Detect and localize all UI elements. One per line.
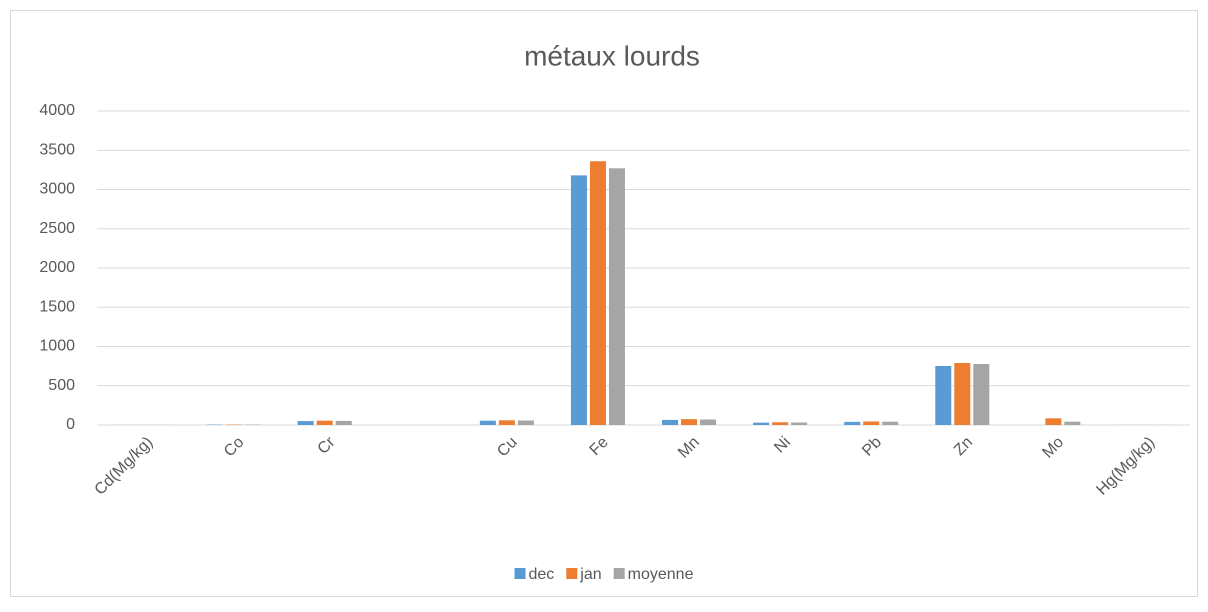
bar <box>1064 422 1080 425</box>
bar <box>863 421 879 425</box>
y-tick-label: 1500 <box>39 298 75 315</box>
bar <box>753 423 769 425</box>
bar <box>499 420 515 425</box>
bar <box>662 420 678 425</box>
bar <box>609 168 625 425</box>
bar <box>954 363 970 425</box>
legend-label: dec <box>529 566 555 583</box>
legend-label: jan <box>579 566 601 583</box>
bar <box>772 422 788 425</box>
y-tick-label: 3000 <box>39 181 75 198</box>
bar <box>844 422 860 425</box>
y-tick-label: 0 <box>66 416 75 433</box>
y-tick-label: 1000 <box>39 338 75 355</box>
bar <box>571 175 587 425</box>
bar <box>681 419 697 425</box>
bar <box>480 421 496 425</box>
legend-swatch <box>515 568 526 579</box>
legend-label: moyenne <box>628 566 694 583</box>
bar <box>590 161 606 425</box>
bar <box>700 420 716 425</box>
bar <box>882 422 898 425</box>
bar <box>336 421 352 425</box>
bar <box>791 422 807 425</box>
bar <box>935 366 951 425</box>
y-tick-label: 500 <box>48 377 75 394</box>
bar <box>518 421 534 425</box>
y-tick-label: 2000 <box>39 259 75 276</box>
bar <box>1045 418 1061 425</box>
bar <box>317 421 333 425</box>
legend-swatch <box>566 568 577 579</box>
legend-swatch <box>614 568 625 579</box>
bar <box>973 364 989 425</box>
chart-title: métaux lourds <box>524 40 700 71</box>
y-tick-label: 3500 <box>39 141 75 158</box>
y-tick-label: 2500 <box>39 220 75 237</box>
bar <box>298 421 314 425</box>
y-tick-label: 4000 <box>39 102 75 119</box>
